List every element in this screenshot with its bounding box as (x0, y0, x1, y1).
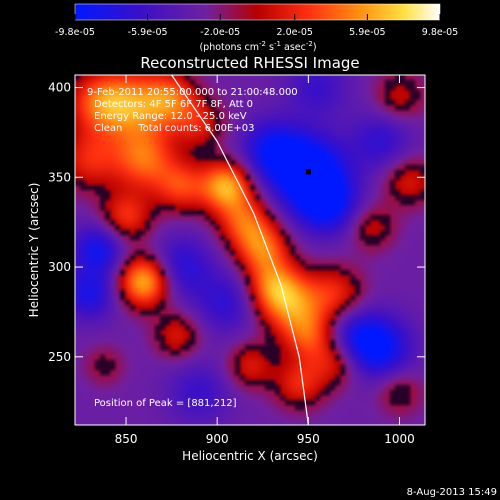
limb-line (171, 74, 309, 426)
annotation-clean: Clean Total counts: 6.00E+03 (94, 123, 254, 134)
y-tick-label: 350 (48, 170, 71, 184)
y-tick-label: 250 (48, 350, 71, 364)
colorbar-tick-label: -5.9e-05 (128, 27, 168, 38)
peak-marker (305, 169, 311, 175)
plot-area: 850 900 950 1000 250 300 350 400 (48, 74, 426, 446)
annotation-time: 9-Feb-2011 20:55:00.000 to 21:00:48.000 (87, 87, 298, 98)
y-tick-label: 300 (48, 260, 71, 274)
axis-ticks: 850 900 950 1000 250 300 350 400 (48, 75, 425, 446)
peak-dot (305, 169, 311, 175)
chart-title: Reconstructed RHESSI Image (140, 54, 359, 72)
colorbar-tick-label: -2.0e-05 (200, 27, 240, 38)
peak-position-label: Position of Peak = [881,212] (94, 398, 237, 409)
colorbar-ticks: -9.8e-05 -5.9e-05 -2.0e-05 2.0e-05 5.9e-05 9.… (55, 14, 458, 38)
solar-limb (171, 74, 309, 426)
colorbar-gradient (74, 3, 441, 21)
annotation-detectors: Detectors: 4F 5F 6F 7F 8F, Att 0 (94, 99, 253, 110)
y-tick-label: 400 (48, 81, 71, 95)
colorbar-unit: (photons cm-2 s-1 asec-2) (199, 40, 316, 53)
annotations: 9-Feb-2011 20:55:00.000 to 21:00:48.000 … (87, 87, 298, 409)
colorbar: -9.8e-05 -5.9e-05 -2.0e-05 2.0e-05 5.9e-05 9.… (55, 3, 458, 53)
y-axis-label: Heliocentric Y (arcsec) (27, 183, 41, 318)
x-axis-label: Heliocentric X (arcsec) (182, 449, 318, 463)
x-tick-label: 900 (206, 432, 229, 446)
footer-date: 8-Aug-2013 15:49 (407, 487, 497, 498)
colorbar-tick-label: 5.9e-05 (349, 27, 385, 38)
annotation-energy: Energy Range: 12.0 - 25.0 keV (94, 111, 247, 122)
plot-frame (74, 74, 426, 426)
x-tick-label: 1000 (384, 432, 415, 446)
colorbar-tick-label: -9.8e-05 (55, 27, 95, 38)
x-tick-label: 850 (115, 432, 138, 446)
heatmap-image (75, 75, 425, 425)
x-tick-label: 950 (297, 432, 320, 446)
colorbar-tick-label: 9.8e-05 (422, 27, 458, 38)
colorbar-tick-label: 2.0e-05 (277, 27, 313, 38)
